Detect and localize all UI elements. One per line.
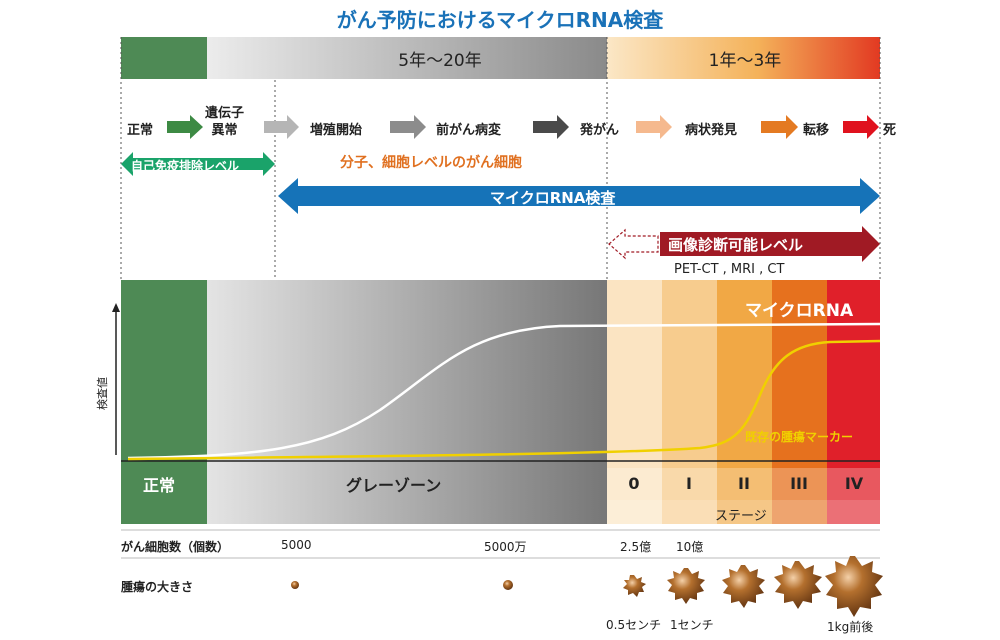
tumor-ball-3 — [623, 575, 646, 597]
stage-0-label: 0 — [628, 474, 640, 493]
mirna-test-arrow — [278, 178, 880, 214]
stage-3-label: III — [790, 474, 808, 493]
zone-normal-label: 正常 — [143, 476, 176, 495]
cell-count-label: がん細胞数（個数） — [121, 540, 230, 554]
imaging-level-label: 画像診断可能レベル — [668, 236, 804, 254]
immune-level-arrow — [121, 152, 275, 176]
zone-stage-3 — [772, 280, 827, 524]
tumor-marker-label: 既存の腫瘍マーカー — [745, 430, 854, 444]
cell-count-250m: 2.5億 — [620, 540, 652, 554]
tumor-size-1kg: 1kg前後 — [827, 620, 874, 634]
guide-lines — [120, 37, 881, 280]
mirna-curve — [127, 322, 881, 460]
chart-zones — [121, 280, 880, 524]
y-axis-arrowhead — [112, 303, 120, 312]
zone-normal — [121, 280, 207, 524]
step-arrow-5 — [636, 115, 672, 139]
band-gray-segment — [207, 37, 607, 79]
imaging-level-arrow — [660, 226, 880, 262]
cell-count-50m: 5000万 — [484, 540, 527, 554]
zone-gray — [207, 280, 607, 524]
step-proliferation-start: 増殖開始 — [310, 123, 363, 138]
zone-gray-label: グレーゾーン — [346, 476, 442, 495]
mirna-test-label: マイクロRNA検査 — [490, 189, 616, 207]
page-title: がん予防におけるマイクロRNA検査 — [336, 8, 664, 32]
zone-stage-1 — [662, 280, 717, 524]
y-axis-label: 検査値 — [96, 377, 109, 410]
tumor-ball-4 — [667, 568, 705, 604]
step-symptom-discovery: 病状発見 — [685, 123, 738, 138]
tumor-ball-5 — [722, 565, 765, 608]
step-death: 死 — [883, 123, 897, 138]
stage-caption-strip — [607, 500, 880, 524]
tumor-ball-6 — [774, 561, 822, 609]
tumor-ball-2 — [503, 580, 513, 590]
imaging-methods-label: PET-CT , MRI , CT — [674, 262, 785, 277]
stage-label-strip — [607, 468, 880, 524]
step-precancer: 前がん病変 — [436, 123, 502, 138]
mirna-curve-label: マイクロRNA — [745, 301, 854, 321]
tumor-size-label: 腫瘍の大きさ — [121, 580, 194, 594]
stage-4-label: IV — [844, 474, 864, 493]
imaging-dashed-arrow — [608, 228, 659, 260]
tumor-ball-1 — [291, 581, 299, 589]
step-normal: 正常 — [127, 123, 154, 138]
zone-stage-4 — [827, 280, 880, 524]
tumor-size-05cm: 0.5センチ — [606, 618, 662, 632]
band-normal-segment — [121, 37, 207, 79]
top-period-band — [121, 37, 880, 79]
step-carcinogenesis: 発がん — [580, 123, 620, 138]
step-arrow-2 — [264, 115, 299, 139]
tumor-size-1cm: 1センチ — [670, 618, 714, 632]
tumor-marker-curve — [127, 339, 881, 461]
tumor-ball-7 — [825, 556, 883, 617]
band-orange-segment — [607, 37, 880, 79]
orange-period-label: 1年〜3年 — [708, 51, 782, 71]
stage-caption: ステージ — [715, 509, 767, 524]
step-arrow-6 — [761, 115, 798, 139]
step-arrow-1 — [167, 115, 203, 139]
step-arrow-3 — [390, 115, 426, 139]
step-gene-abnormality: 遺伝子 異常 — [205, 106, 245, 138]
stage-2-label: II — [738, 474, 750, 493]
gray-period-label: 5年〜20年 — [398, 51, 482, 71]
zone-stage-2 — [717, 280, 772, 524]
immune-level-label: 自己免疫排除レベル — [131, 159, 240, 173]
step-arrow-4 — [533, 115, 569, 139]
cell-count-5000: 5000 — [281, 538, 312, 552]
cell-count-1b: 10億 — [676, 540, 704, 554]
zone-stage-0 — [607, 280, 662, 524]
stage-1-label: I — [686, 474, 692, 493]
cell-level-label: 分子、細胞レベルのがん細胞 — [340, 155, 522, 171]
step-metastasis: 転移 — [803, 123, 830, 138]
step-arrows — [167, 115, 879, 139]
step-arrow-7 — [843, 115, 879, 139]
